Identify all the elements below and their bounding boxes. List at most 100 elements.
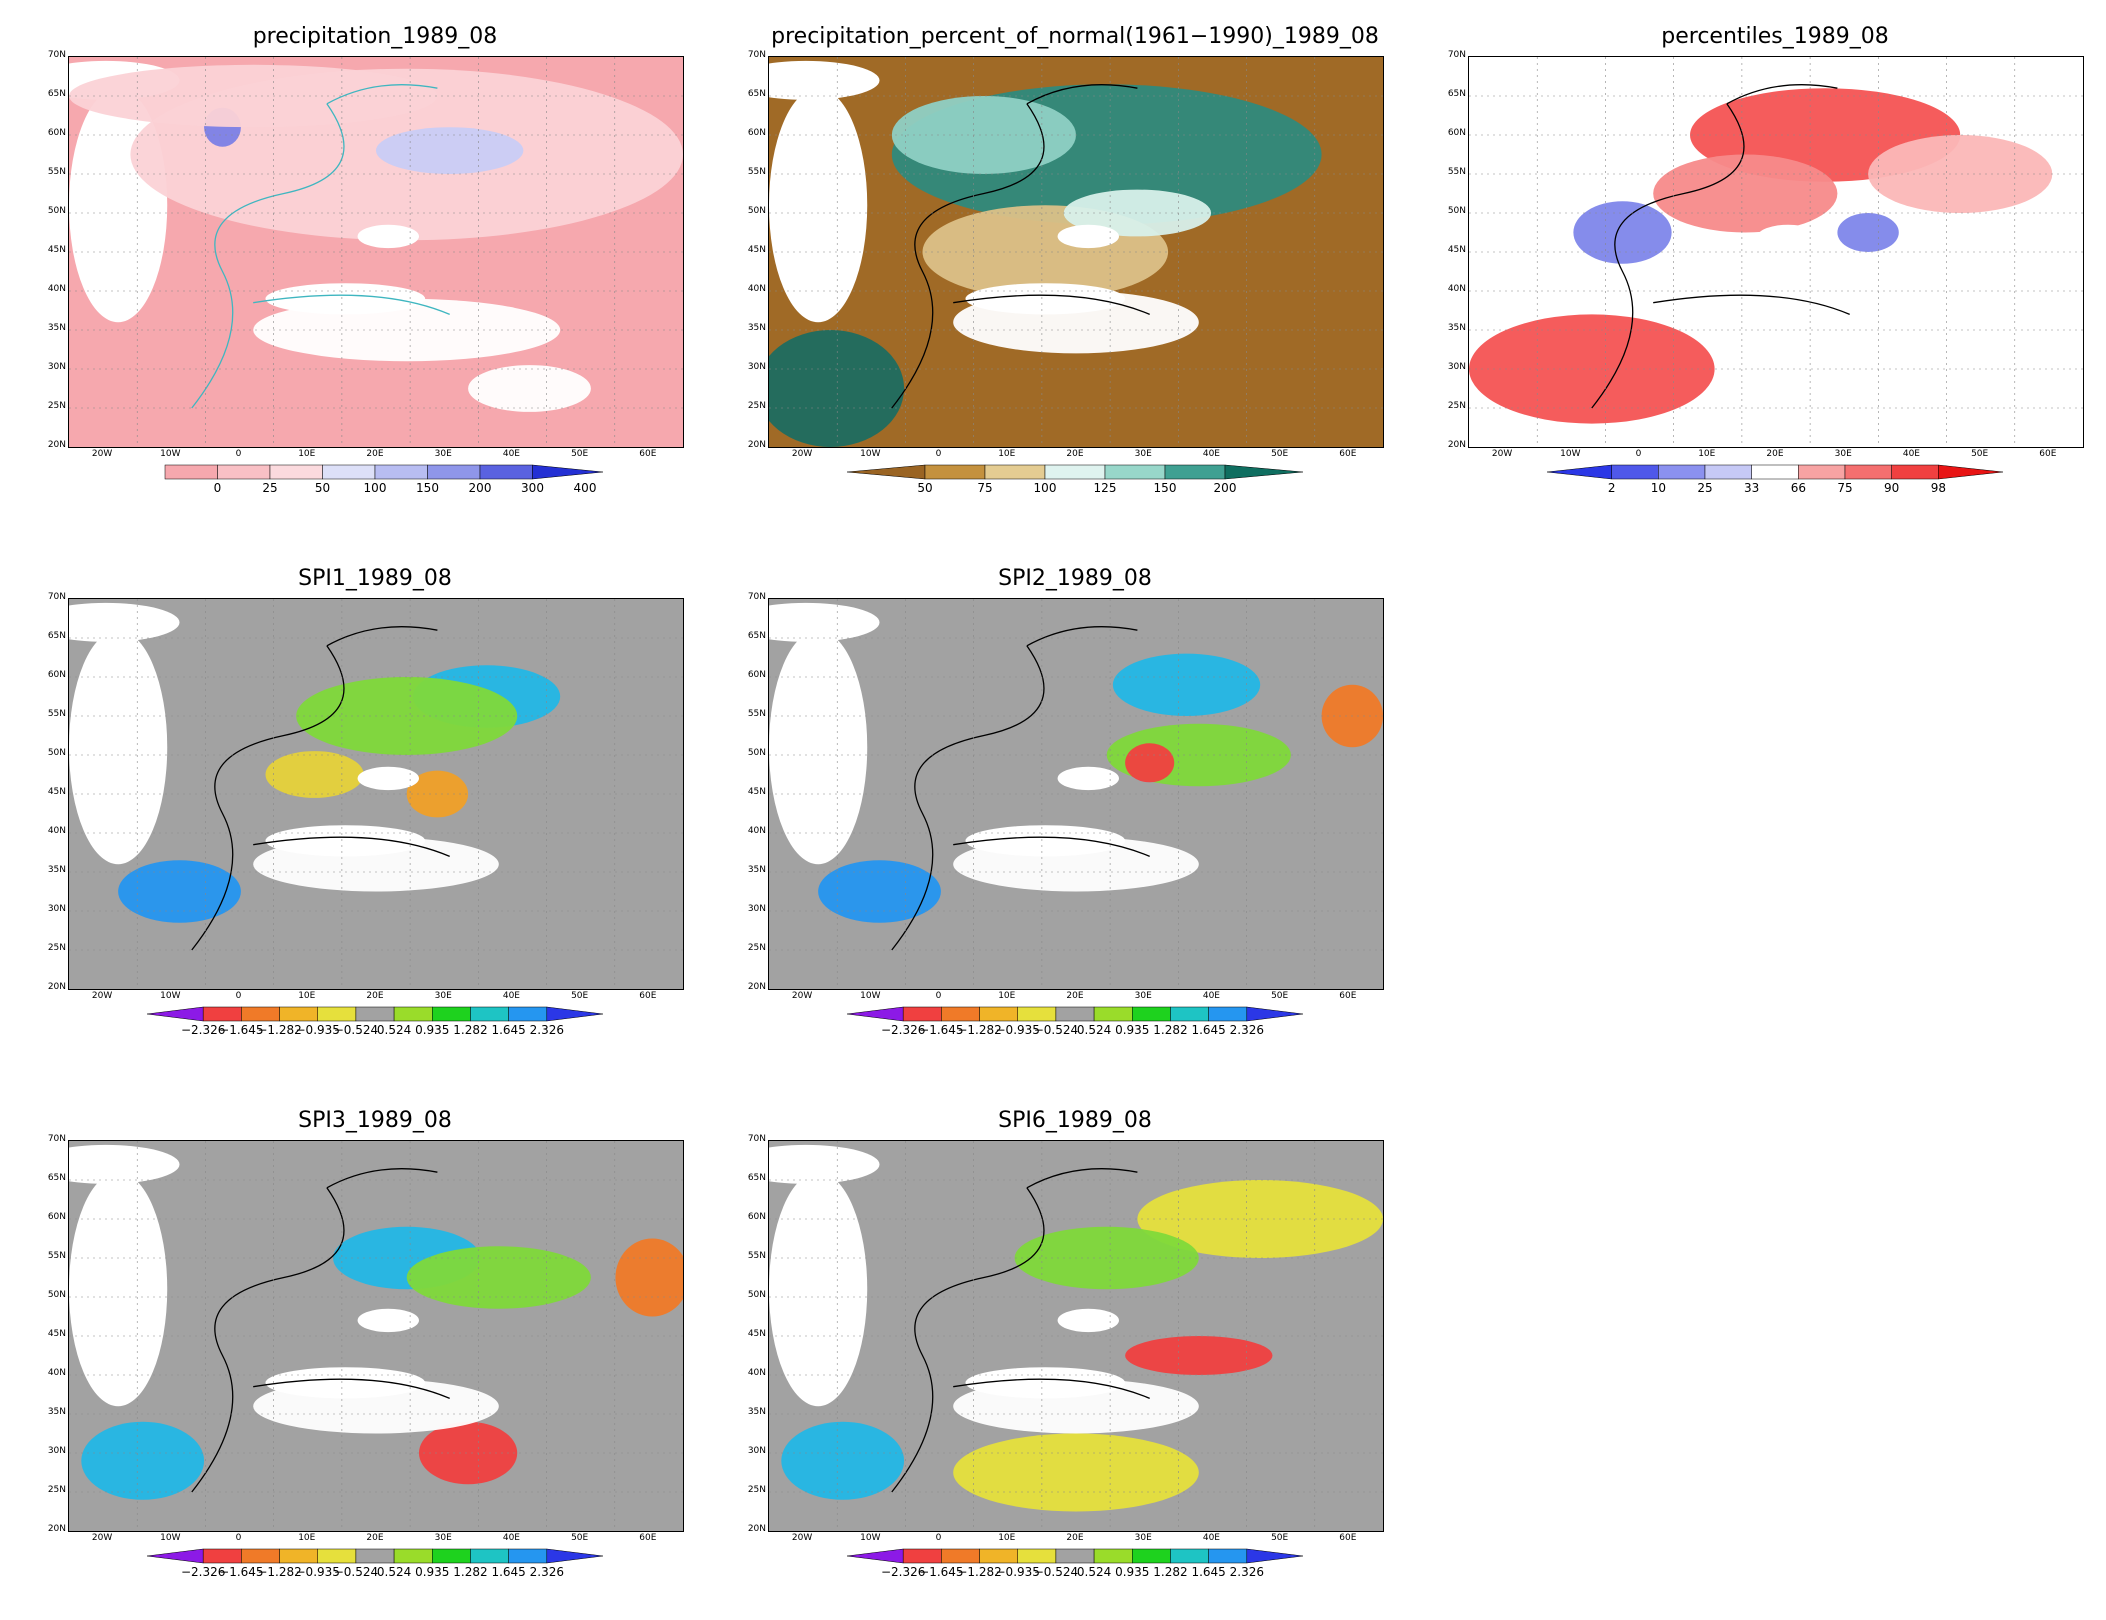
map-title: SPI1_1989_08 (298, 566, 452, 591)
colorbar-label: 0 (213, 481, 222, 495)
atlantic-ocean (769, 1172, 868, 1407)
colorbar-swatch (241, 1006, 280, 1022)
colorbar-label: 90 (1884, 481, 1900, 495)
colorbar-swatch (1132, 1548, 1171, 1564)
lon-tick-label: 20E (1066, 449, 1084, 459)
map-title: SPI6_1989_08 (998, 1108, 1152, 1133)
colorbar-label: 66 (1790, 481, 1806, 495)
colorbar-label: 150 (416, 481, 439, 495)
colorbar-swatch (1546, 464, 1612, 480)
colorbar (846, 1006, 1304, 1022)
colorbar-swatch (1104, 464, 1166, 480)
colorbar-label: 200 (1213, 481, 1237, 495)
map-title: SPI2_1989_08 (998, 566, 1152, 591)
atlantic-ocean (69, 630, 168, 865)
lon-tick-label: 10W (160, 449, 181, 459)
colorbar-label: 50 (917, 481, 933, 495)
colorbar-swatch (1798, 464, 1846, 480)
lat-tick-label: 55N (1447, 167, 1466, 177)
lat-tick-label: 25N (747, 943, 766, 953)
colorbar-swatch (355, 1006, 395, 1022)
lat-tick-label: 40N (47, 284, 66, 294)
map-field (69, 57, 683, 447)
colorbar-swatch (1093, 1006, 1133, 1022)
colorbar-swatch (1055, 1548, 1095, 1564)
colorbar-swatch (317, 1006, 357, 1022)
colorbar-label: 150 (1153, 481, 1177, 495)
lat-tick-label: 35N (747, 323, 766, 333)
map-title: precipitation_1989_08 (252, 24, 498, 49)
lon-tick-label: 20E (366, 449, 384, 459)
colorbar-swatch (1044, 464, 1106, 480)
colorbar-swatch (1844, 464, 1892, 480)
lon-tick-label: 20W (791, 991, 813, 1001)
colorbar-swatch (269, 464, 323, 480)
lon-tick-label: 30E (1834, 449, 1852, 459)
colorbar-label: 0.524 (1076, 1023, 1112, 1037)
colorbar-label: 1.282 (1153, 1023, 1188, 1037)
colorbar-label: 0.935 (1115, 1565, 1150, 1579)
colorbar-label: −1.645 (919, 1565, 964, 1579)
lon-tick-label: 50E (1971, 449, 1989, 459)
lat-tick-label: 20N (47, 982, 66, 992)
colorbar-swatch (924, 464, 986, 480)
lat-tick-label: 30N (747, 1446, 766, 1456)
colorbar-label: −2.326 (180, 1023, 226, 1037)
colorbar-swatch (279, 1548, 318, 1564)
lon-tick-label: 10E (998, 449, 1016, 459)
anomaly-region (468, 365, 591, 412)
colorbar-swatch (941, 1548, 980, 1564)
colorbar-swatch (279, 1006, 318, 1022)
lat-tick-label: 40N (47, 826, 66, 836)
colorbar-swatch (508, 1006, 548, 1022)
colorbar-label: −0.935 (995, 1565, 1040, 1579)
anomaly-region (1868, 135, 2053, 213)
lat-tick-label: 50N (747, 1290, 766, 1300)
anomaly-region (615, 1238, 683, 1317)
coastline (891, 1168, 1150, 1493)
colorbar-label: 125 (1093, 481, 1117, 495)
lon-tick-label: 40E (1202, 991, 1220, 1001)
lat-tick-label: 35N (47, 865, 66, 875)
north-sea-area (69, 1144, 180, 1184)
colorbar-swatch (846, 1006, 904, 1022)
colorbar-label: 300 (521, 481, 544, 495)
lon-tick-label: 10E (298, 449, 316, 459)
lon-tick-label: 40E (1202, 1533, 1220, 1543)
lat-tick-label: 70N (47, 50, 66, 60)
colorbar-swatch (902, 1548, 942, 1564)
anomaly-region (818, 860, 941, 923)
anomaly-region (1653, 154, 1838, 233)
lat-tick-label: 65N (47, 631, 66, 641)
lat-tick-label: 60N (747, 1212, 766, 1222)
lat-tick-label: 55N (47, 167, 66, 177)
colorbar-label: 100 (1033, 481, 1057, 495)
colorbar-label: −0.935 (295, 1023, 340, 1037)
map-field (69, 599, 683, 989)
lat-tick-label: 55N (747, 167, 766, 177)
lat-tick-label: 70N (747, 50, 766, 60)
lat-tick-label: 45N (1447, 245, 1466, 255)
lon-tick-label: 20E (1066, 991, 1084, 1001)
lat-tick-label: 40N (747, 826, 766, 836)
north-sea-area (1469, 60, 1580, 100)
mediterranean-sea (265, 825, 426, 857)
black-sea (1057, 224, 1119, 249)
lon-tick-label: 60E (1339, 1533, 1357, 1543)
lon-tick-label: 30E (1134, 991, 1152, 1001)
lon-tick-label: 60E (639, 449, 657, 459)
lat-tick-label: 45N (47, 1329, 66, 1339)
lon-tick-label: 40E (502, 449, 520, 459)
colorbar-swatch (1170, 1548, 1209, 1564)
lon-tick-label: 0 (1635, 449, 1642, 459)
map-title: precipitation_percent_of_normal(1961−199… (771, 24, 1379, 49)
map-field (769, 599, 1383, 989)
anomaly-region (781, 1421, 905, 1500)
lat-tick-label: 30N (47, 904, 66, 914)
colorbar-label: 200 (468, 481, 492, 495)
lon-tick-label: 20W (91, 1533, 113, 1543)
lon-tick-label: 50E (1271, 991, 1289, 1001)
lat-tick-label: 25N (747, 401, 766, 411)
colorbar-label: −2.326 (880, 1565, 926, 1579)
colorbar-label: −1.645 (219, 1023, 264, 1037)
